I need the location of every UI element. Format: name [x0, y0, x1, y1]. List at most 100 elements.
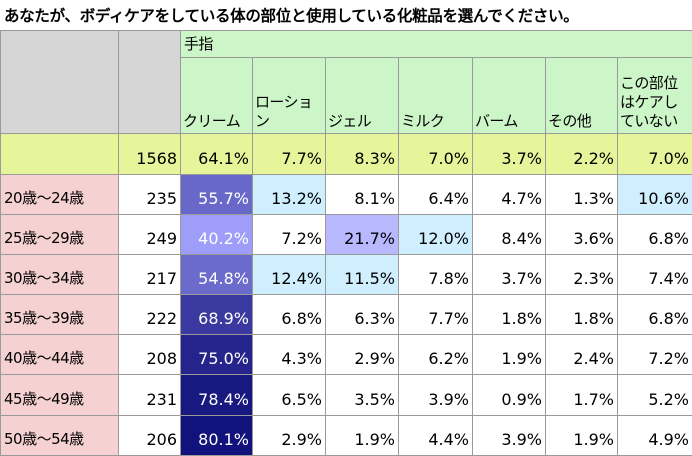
data-cell-text: 0.9% [501, 390, 542, 409]
age-n: 231 [118, 374, 181, 416]
data-cell: 1.9% [545, 415, 618, 456]
data-cell-text: 7.2% [648, 349, 689, 368]
total-value: 7.7% [252, 133, 326, 175]
data-cell-text: 6.5% [281, 390, 322, 409]
total-value: 3.7% [472, 133, 546, 175]
age-n: 235 [118, 174, 181, 215]
age-label: 45歳～49歳 [0, 374, 119, 416]
data-cell-text: 1.8% [501, 309, 542, 328]
data-cell: 7.7% [398, 294, 473, 335]
data-cell: 4.3% [252, 334, 326, 375]
total-value: 64.1% [180, 133, 253, 175]
data-cell-text: 2.9% [281, 430, 322, 449]
data-cell-text: 55.7% [198, 189, 249, 208]
age-n: 206 [118, 415, 181, 456]
n-header-cell [118, 30, 181, 134]
data-cell-text: 68.9% [198, 309, 249, 328]
column-header-text: ローション [255, 93, 313, 130]
age-n-text: 231 [146, 390, 177, 409]
age-n: 249 [118, 214, 181, 255]
data-cell-text: 40.2% [198, 229, 249, 248]
total-n: 1568 [118, 133, 181, 175]
data-cell-text: 5.2% [648, 390, 689, 409]
data-cell: 4.4% [398, 415, 473, 456]
age-label-text: 40歳～44歳 [4, 349, 84, 367]
data-cell: 6.5% [252, 374, 326, 416]
total-value-text: 7.0% [648, 149, 689, 168]
data-cell-text: 12.4% [271, 269, 322, 288]
data-cell: 2.3% [545, 254, 618, 295]
column-header: この部位 はケアし ていない [617, 57, 692, 134]
age-n-text: 222 [146, 309, 177, 328]
corner-cell [0, 30, 119, 134]
age-label: 25歳～29歳 [0, 214, 119, 255]
age-label-text: 35歳～39歳 [4, 309, 84, 327]
data-cell-text: 6.8% [648, 229, 689, 248]
data-cell: 8.1% [325, 174, 399, 215]
data-cell: 6.2% [398, 334, 473, 375]
data-cell: 6.8% [617, 214, 692, 255]
data-cell: 75.0% [180, 334, 253, 375]
total-value-text: 7.0% [428, 149, 469, 168]
total-value: 7.0% [617, 133, 692, 175]
data-cell: 21.7% [325, 214, 399, 255]
data-cell-text: 54.8% [198, 269, 249, 288]
data-cell-text: 3.5% [354, 390, 395, 409]
total-value: 2.2% [545, 133, 618, 175]
age-n: 208 [118, 334, 181, 375]
data-cell: 12.4% [252, 254, 326, 295]
data-cell-text: 2.4% [573, 349, 614, 368]
age-label: 40歳～44歳 [0, 334, 119, 375]
age-label: 50歳～54歳 [0, 415, 119, 456]
column-header: その他 [545, 57, 618, 134]
data-cell: 7.4% [617, 254, 692, 295]
data-cell-text: 1.9% [354, 430, 395, 449]
data-cell: 12.0% [398, 214, 473, 255]
age-n-text: 206 [146, 430, 177, 449]
data-cell-text: 6.8% [648, 309, 689, 328]
data-cell: 1.7% [545, 374, 618, 416]
data-cell: 2.9% [325, 334, 399, 375]
data-cell: 6.8% [617, 294, 692, 335]
data-cell-text: 4.9% [648, 430, 689, 449]
data-cell-text: 3.9% [428, 390, 469, 409]
total-value-text: 7.7% [281, 149, 322, 168]
total-value: 8.3% [325, 133, 399, 175]
age-label-text: 25歳～29歳 [4, 229, 84, 247]
data-cell-text: 4.7% [501, 189, 542, 208]
data-cell: 3.9% [472, 415, 546, 456]
data-cell: 5.2% [617, 374, 692, 416]
data-cell: 11.5% [325, 254, 399, 295]
data-cell-text: 10.6% [638, 189, 689, 208]
data-cell-text: 2.9% [354, 349, 395, 368]
data-cell: 1.9% [325, 415, 399, 456]
data-cell: 1.9% [472, 334, 546, 375]
data-cell: 3.9% [398, 374, 473, 416]
data-cell-text: 11.5% [344, 269, 395, 288]
data-cell: 7.8% [398, 254, 473, 295]
column-header-text: バーム [475, 112, 518, 130]
age-n: 222 [118, 294, 181, 335]
age-n-text: 217 [146, 269, 177, 288]
data-cell-text: 7.8% [428, 269, 469, 288]
data-cell: 1.3% [545, 174, 618, 215]
data-cell: 7.2% [252, 214, 326, 255]
column-header-text: この部位 はケアし ていない [620, 74, 678, 130]
column-header-text: ミルク [401, 112, 445, 130]
total-value: 7.0% [398, 133, 473, 175]
column-header: ミルク [398, 57, 473, 134]
age-label: 35歳～39歳 [0, 294, 119, 335]
data-cell: 55.7% [180, 174, 253, 215]
total-value-text: 3.7% [501, 149, 542, 168]
data-cell-text: 3.7% [501, 269, 542, 288]
age-label-text: 30歳～34歳 [4, 269, 84, 287]
data-cell-text: 12.0% [418, 229, 469, 248]
data-cell-text: 1.9% [501, 349, 542, 368]
data-cell: 7.2% [617, 334, 692, 375]
data-cell-text: 4.3% [281, 349, 322, 368]
column-header-text: ジェル [328, 112, 372, 130]
data-cell-text: 6.4% [428, 189, 469, 208]
data-cell: 3.7% [472, 254, 546, 295]
data-cell: 78.4% [180, 374, 253, 416]
